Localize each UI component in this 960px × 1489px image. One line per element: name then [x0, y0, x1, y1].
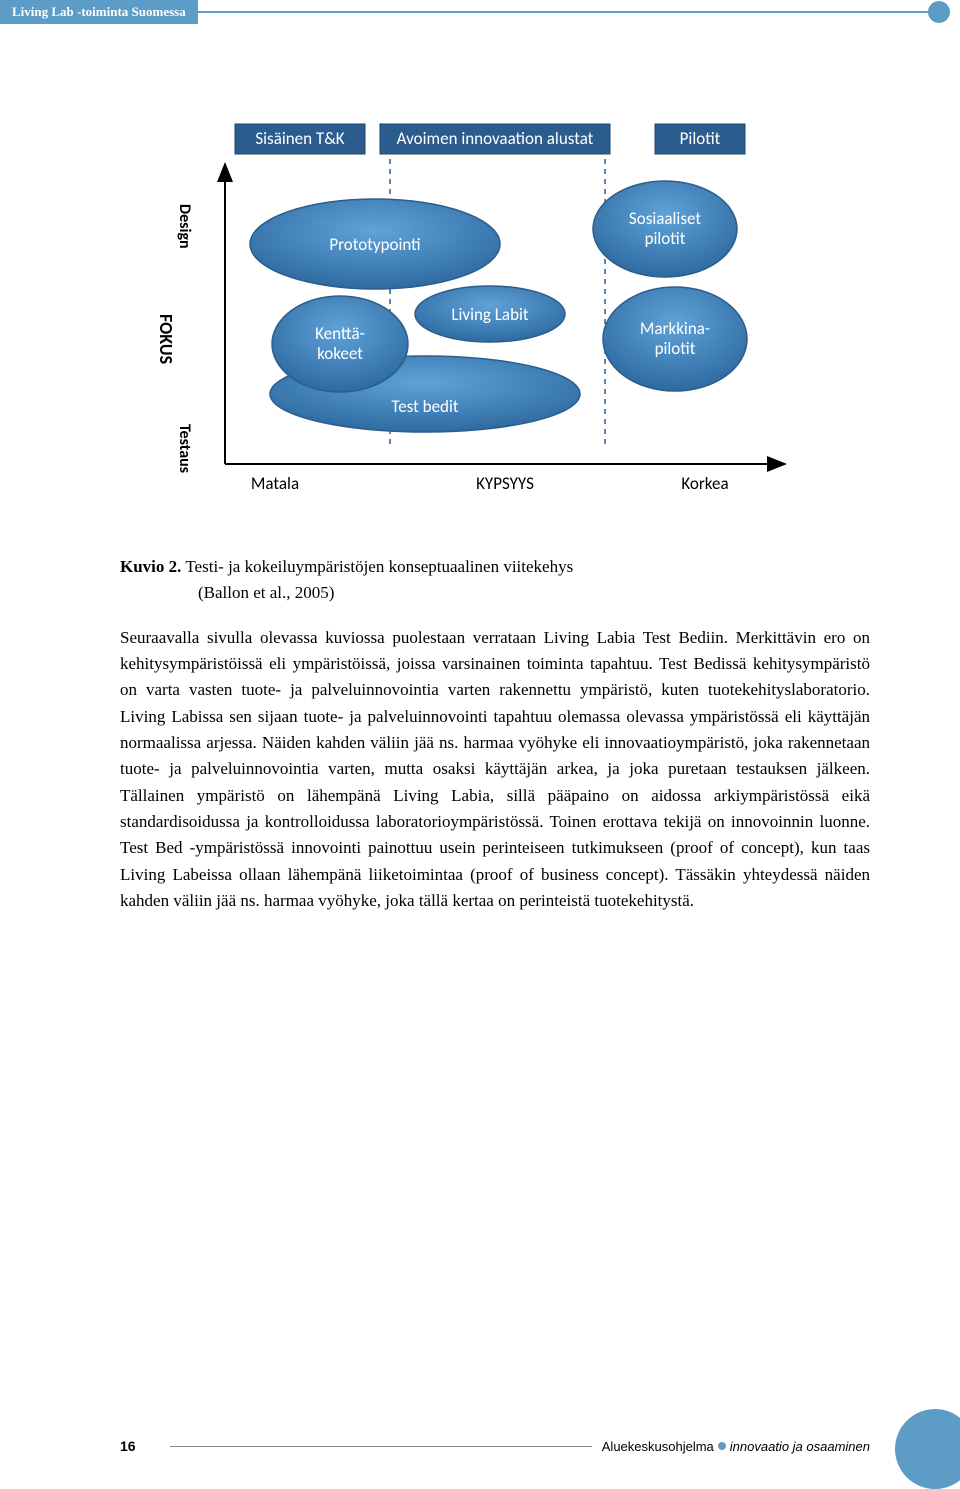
figure-caption: Kuvio 2. Testi- ja kokeiluympäristöjen k… — [120, 554, 870, 607]
node-label: Test bedit — [391, 396, 458, 417]
node-label: Living Labit — [451, 304, 529, 325]
footer-program: Aluekeskusohjelma — [602, 1439, 714, 1454]
corner-ornament — [895, 1409, 960, 1489]
y-axis-title: FOKUS — [155, 314, 177, 364]
node-label: Kenttä- — [315, 323, 365, 344]
page-number: 16 — [120, 1438, 160, 1454]
col-header-text: Sisäinen T&K — [255, 128, 344, 149]
x-axis-title: KYPSYYS — [476, 473, 534, 494]
caption-citation: (Ballon et al., 2005) — [198, 583, 334, 602]
node-label: pilotit — [645, 228, 686, 249]
section-title: Living Lab -toiminta Suomessa — [0, 0, 198, 24]
node-label: Markkina- — [640, 318, 710, 339]
x-label-low: Matala — [251, 473, 299, 494]
footer-tagline: innovaatio ja osaaminen — [730, 1439, 870, 1454]
node-label: pilotit — [655, 338, 696, 359]
y-label-design: Design — [175, 204, 194, 249]
page-header: Living Lab -toiminta Suomessa — [0, 0, 960, 24]
x-label-high: Korkea — [681, 473, 728, 494]
node-label: kokeet — [317, 343, 363, 364]
page-footer: 16 Aluekeskusohjelma innovaatio ja osaam… — [0, 1438, 960, 1454]
node-label: Sosiaaliset — [629, 208, 701, 229]
y-label-testaus: Testaus — [175, 424, 194, 473]
diagram-svg: Design FOKUS Testaus Sisäinen T&K Avoime… — [120, 54, 870, 534]
col-header-text: Avoimen innovaation alustat — [397, 128, 594, 149]
header-dot-icon — [928, 1, 950, 23]
node-label: Prototypointi — [329, 234, 420, 255]
body-paragraph: Seuraavalla sivulla olevassa kuviossa pu… — [120, 625, 870, 915]
footer-rule — [170, 1446, 592, 1447]
concept-diagram: Design FOKUS Testaus Sisäinen T&K Avoime… — [120, 54, 870, 534]
main-text-block: Kuvio 2. Testi- ja kokeiluympäristöjen k… — [120, 554, 870, 914]
caption-number: Kuvio 2. — [120, 557, 181, 576]
footer-dot-icon — [718, 1442, 726, 1450]
col-header-text: Pilotit — [680, 128, 721, 149]
caption-text: Testi- ja kokeiluympäristöjen konseptuaa… — [185, 557, 573, 576]
header-rule — [198, 11, 928, 13]
